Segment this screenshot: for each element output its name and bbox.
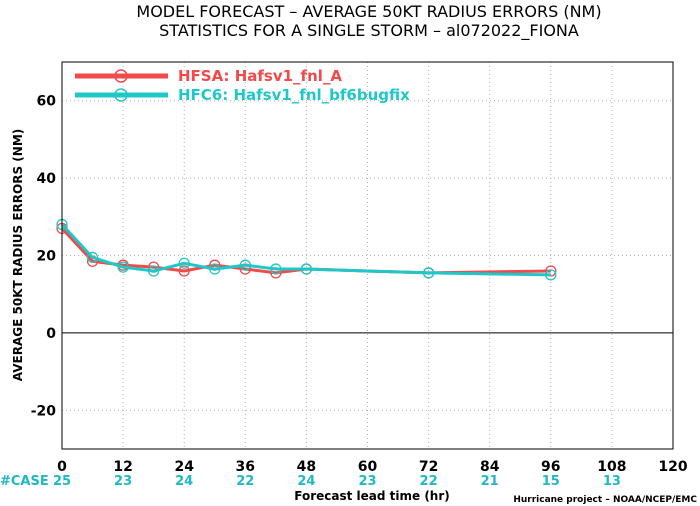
- x-tick-labels: 0 12 24 36 48 60 72 84 96 108 120: [57, 459, 688, 475]
- case-count: 22: [236, 474, 254, 489]
- x-tick-label: 84: [480, 459, 500, 475]
- x-tick-label: 120: [658, 459, 687, 475]
- case-count: 23: [114, 474, 132, 489]
- y-tick-label: 40: [37, 171, 57, 187]
- case-count: 22: [420, 474, 438, 489]
- x-tick-label: 108: [597, 459, 626, 475]
- case-count: 25: [53, 474, 71, 489]
- y-tick-label: 20: [37, 249, 57, 265]
- x-tick-label: 60: [358, 459, 378, 475]
- series-group: [56, 218, 557, 281]
- case-count: 15: [542, 474, 560, 489]
- legend-label: HFC6: Hafsv1_fnl_bf6bugfix: [178, 86, 410, 104]
- x-tick-label: 0: [57, 459, 67, 475]
- credit-text: Hurricane project – NOAA/NCEP/EMC: [513, 495, 697, 505]
- data-point: [209, 263, 221, 275]
- case-counts: 25 23 24 22 24 23 22 21 15 13: [53, 474, 621, 489]
- data-point: [178, 265, 190, 277]
- y-tick-label: -20: [31, 403, 57, 419]
- data-point: [117, 261, 129, 273]
- legend-item-1: HFSA: Hafsv1_fnl_A: [75, 67, 342, 85]
- case-label: #CASE: [0, 474, 49, 489]
- x-tick-label: 36: [236, 459, 255, 475]
- legend-item-2: HFC6: Hafsv1_fnl_bf6bugfix: [75, 86, 410, 104]
- chart-title: MODEL FORECAST – AVERAGE 50KT RADIUS ERR…: [136, 2, 601, 21]
- legend-swatch-marker: [114, 69, 128, 83]
- y-tick-label: 0: [46, 326, 56, 342]
- legend-label: HFSA: Hafsv1_fnl_A: [178, 67, 342, 85]
- data-point: [545, 265, 557, 277]
- x-tick-label: 72: [419, 459, 438, 475]
- data-point: [239, 259, 251, 271]
- y-tick-label: 60: [37, 94, 57, 110]
- grid-lines: [62, 62, 673, 449]
- case-count: 23: [358, 474, 376, 489]
- case-count: 21: [481, 474, 499, 489]
- x-tick-label: 48: [297, 459, 316, 475]
- x-tick-label: 96: [541, 459, 560, 475]
- legend-swatch-marker: [114, 88, 128, 102]
- plot-frame: [61, 61, 674, 450]
- y-tick-labels: -20 0 20 40 60: [31, 94, 57, 420]
- series-line: [60, 223, 551, 277]
- x-tick-label: 24: [174, 459, 194, 475]
- x-tick-label: 12: [113, 459, 132, 475]
- chart-subtitle: STATISTICS FOR A SINGLE STORM – al072022…: [159, 21, 579, 41]
- data-point: [147, 265, 160, 277]
- data-point: [270, 263, 282, 275]
- case-count: 24: [175, 474, 193, 489]
- x-axis-label: Forecast lead time (hr): [294, 489, 450, 503]
- case-count: 24: [297, 474, 315, 489]
- data-point: [545, 269, 557, 281]
- y-axis-label: AVERAGE 50KT RADIUS ERRORS (NM): [11, 129, 25, 381]
- data-point: [300, 263, 313, 275]
- case-count: 13: [603, 474, 621, 489]
- data-point: [86, 251, 99, 264]
- data-point: [422, 267, 435, 279]
- data-point: [178, 257, 190, 269]
